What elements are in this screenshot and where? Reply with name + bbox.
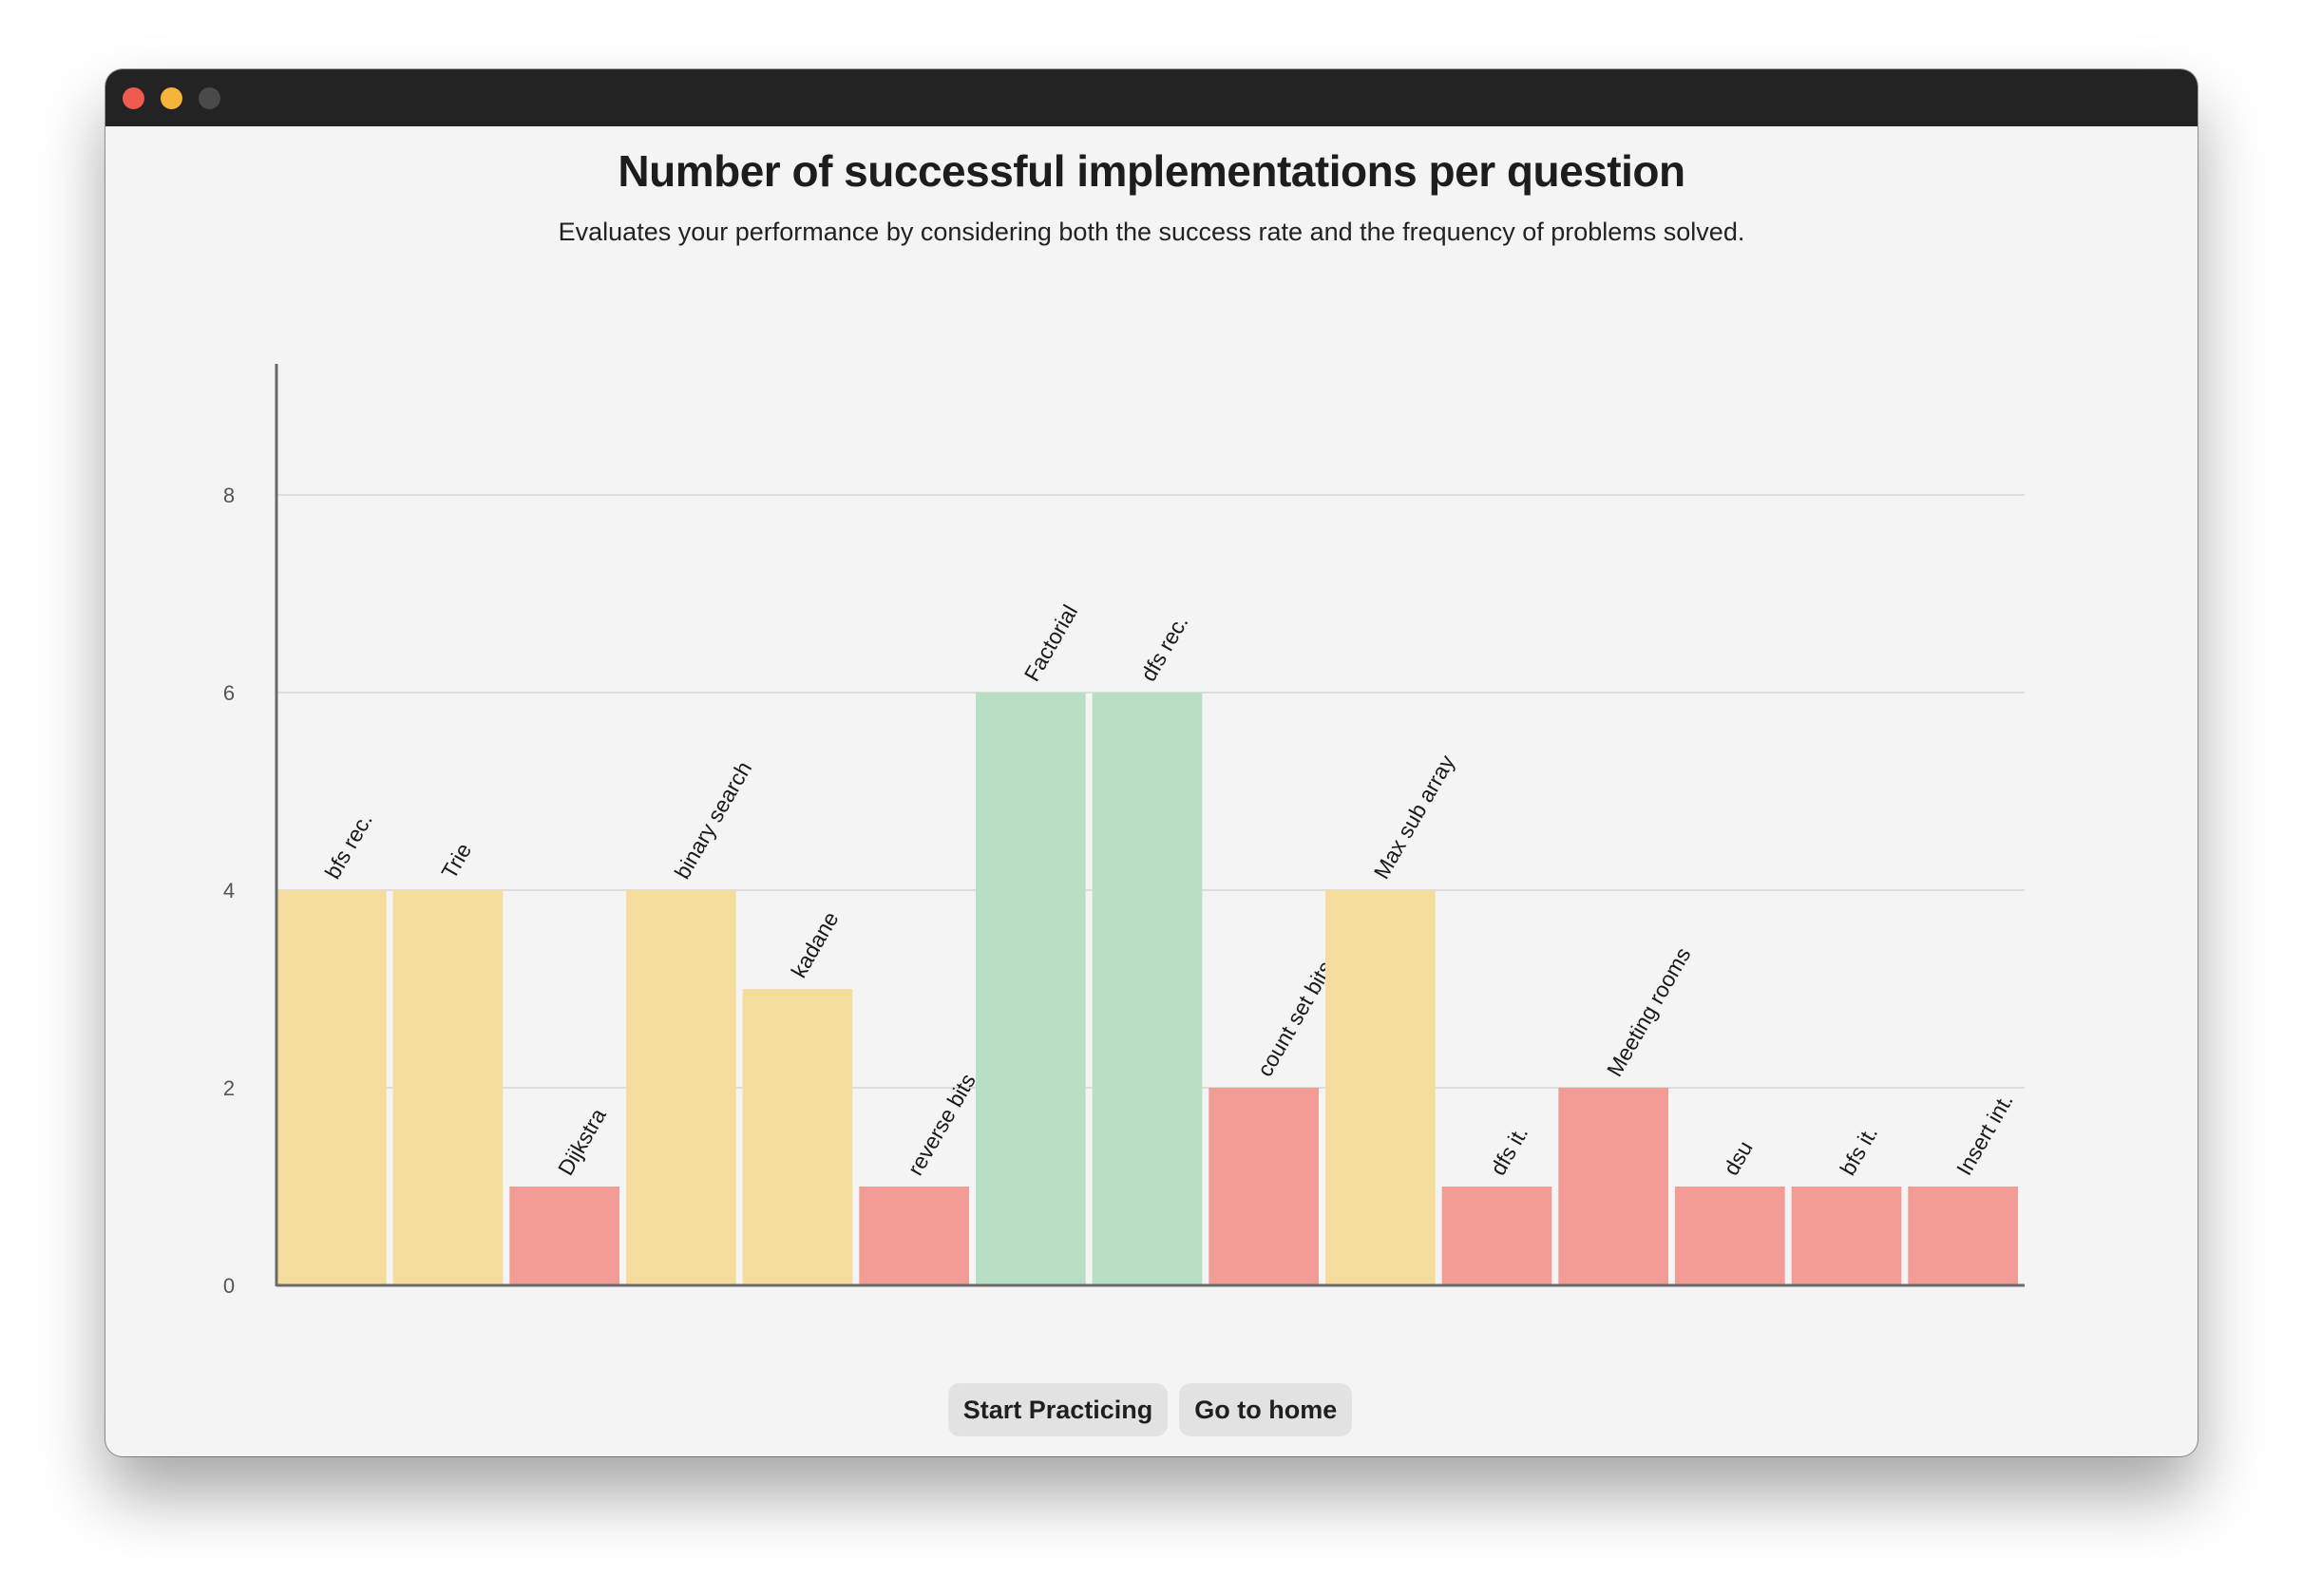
bar-label: kadane <box>786 907 843 981</box>
bar-label: Max sub array <box>1369 750 1460 884</box>
bar <box>976 693 1086 1285</box>
bar-label: Trie <box>436 839 476 884</box>
y-tick-label: 2 <box>223 1076 235 1100</box>
bar <box>1441 1187 1552 1285</box>
bar <box>276 890 387 1285</box>
bar-label: dfs it. <box>1485 1122 1532 1180</box>
bar <box>742 989 853 1285</box>
bar <box>626 890 736 1285</box>
app-window: Number of successful implementations per… <box>105 69 2198 1456</box>
bar-label: Insert int. <box>1951 1090 2018 1180</box>
bar-label: reverse bits <box>903 1070 980 1180</box>
bar <box>1325 890 1436 1285</box>
start-practicing-button[interactable]: Start Practicing <box>947 1383 1169 1436</box>
y-tick-label: 0 <box>223 1274 235 1298</box>
action-buttons: Start Practicing Go to home <box>105 1383 2198 1436</box>
y-tick-label: 8 <box>223 484 235 507</box>
bar-label: dsu <box>1719 1136 1758 1179</box>
bar-label: dfs rec. <box>1135 611 1192 685</box>
bar-label: count set bits <box>1252 957 1338 1080</box>
bar-label: bfs rec. <box>320 808 377 883</box>
close-window-button[interactable] <box>123 87 144 109</box>
bar <box>1558 1088 1668 1285</box>
bar <box>1908 1187 2018 1285</box>
title-bar <box>105 69 2198 126</box>
maximize-window-button[interactable] <box>199 87 220 109</box>
bar-label: binary search <box>670 757 757 884</box>
bar <box>509 1187 619 1285</box>
bar <box>859 1187 969 1285</box>
bar <box>1675 1187 1785 1285</box>
bar <box>1791 1187 1902 1285</box>
y-tick-label: 4 <box>223 879 235 902</box>
minimize-window-button[interactable] <box>161 87 182 109</box>
bar <box>1209 1088 1319 1285</box>
bar <box>1092 693 1203 1285</box>
y-tick-label: 6 <box>223 681 235 705</box>
bar-label: bfs it. <box>1835 1122 1882 1180</box>
go-to-home-button[interactable]: Go to home <box>1179 1383 1353 1436</box>
chart-subtitle: Evaluates your performance by considerin… <box>558 218 1745 246</box>
bar <box>392 890 504 1285</box>
bar-label: Meeting rooms <box>1602 943 1696 1081</box>
bar-chart: 0 2 4 6 8 bfs rec. Trie Dijkstra binary search ka… <box>223 364 2025 1298</box>
bar-label: Factorial <box>1019 600 1083 685</box>
chart-title: Number of successful implementations per… <box>618 146 1685 196</box>
bar-label: Dijkstra <box>553 1104 611 1180</box>
